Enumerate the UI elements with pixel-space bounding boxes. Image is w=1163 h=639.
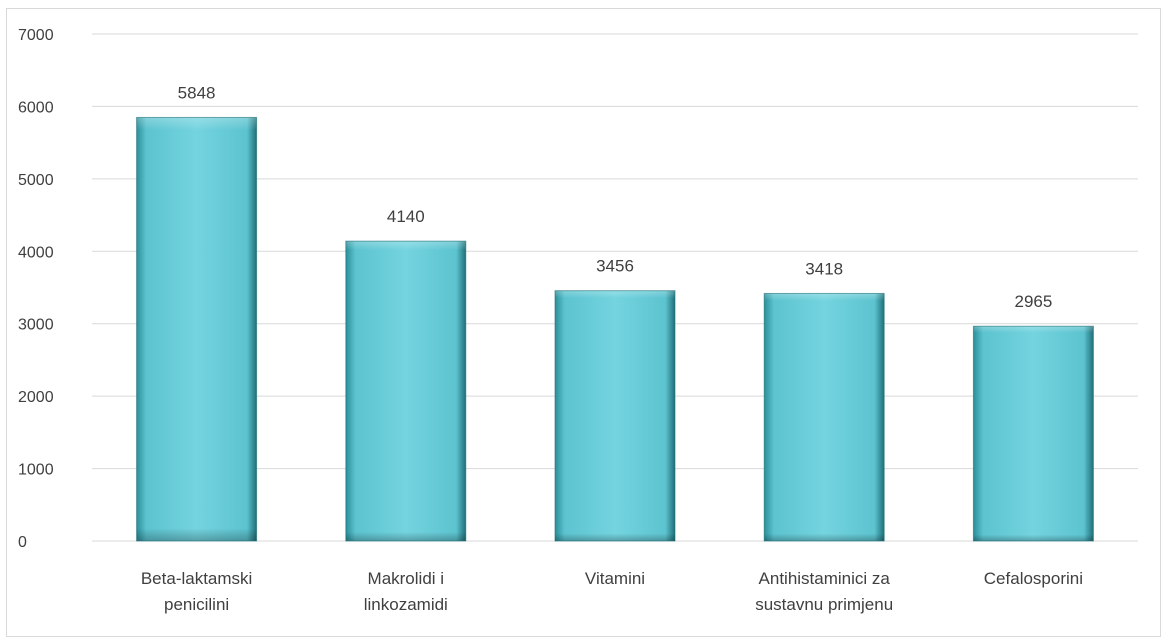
data-label: 4140	[387, 207, 425, 226]
data-label: 2965	[1014, 292, 1052, 311]
bar	[972, 325, 1094, 542]
y-tick-label: 0	[18, 534, 27, 551]
y-tick-label: 6000	[18, 99, 54, 116]
category-label: Antihistaminici za sustavnu primjenu	[755, 569, 893, 614]
y-tick-label: 3000	[18, 317, 54, 334]
bar	[345, 240, 467, 542]
category-label-line: sustavnu primjenu	[755, 595, 893, 614]
category-label-line: Makrolidi i	[368, 569, 445, 588]
y-tick-label: 4000	[18, 244, 54, 261]
data-label: 5848	[178, 83, 216, 102]
category-label-line: linkozamidi	[364, 595, 448, 614]
bar	[763, 292, 885, 542]
bars	[136, 116, 1094, 542]
data-labels: 5848 4140 3456 3418 2965	[178, 83, 1053, 311]
category-label-line: penicilini	[164, 595, 229, 614]
category-label-line: Antihistaminici za	[759, 569, 891, 588]
category-label: Vitamini	[585, 569, 645, 588]
category-label: Beta-laktamski penicilini	[141, 569, 252, 614]
bar	[554, 290, 676, 542]
bar	[136, 116, 258, 542]
y-tick-label: 7000	[18, 27, 54, 44]
data-label: 3418	[805, 259, 843, 278]
category-label: Cefalosporini	[984, 569, 1083, 588]
y-tick-label: 2000	[18, 389, 54, 406]
category-labels: Beta-laktamski penicilini Makrolidi i linko…	[141, 569, 1083, 614]
y-tick-label: 1000	[18, 462, 54, 479]
data-label: 3456	[596, 257, 634, 276]
category-label: Makrolidi i linkozamidi	[364, 569, 448, 614]
category-label-line: Cefalosporini	[984, 569, 1083, 588]
category-label-line: Beta-laktamski	[141, 569, 252, 588]
category-label-line: Vitamini	[585, 569, 645, 588]
gridlines	[92, 33, 1138, 542]
y-axis-ticks: 0 1000 2000 3000 4000 5000 6000 7000	[18, 27, 54, 551]
y-tick-label: 5000	[18, 172, 54, 189]
